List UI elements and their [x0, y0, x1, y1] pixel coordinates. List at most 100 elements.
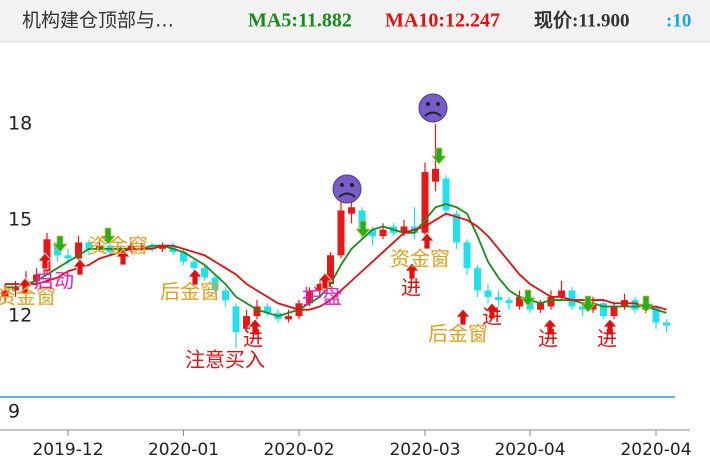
candle-body — [127, 245, 135, 249]
up-arrow — [484, 302, 500, 320]
annotation: 进 — [597, 327, 617, 351]
candle-body — [537, 303, 544, 310]
down-arrow — [431, 147, 447, 165]
candle-body — [600, 303, 607, 317]
ma5-label: MA5:11.882 — [248, 10, 352, 32]
candle-body — [505, 300, 513, 304]
sad-face-eye — [426, 102, 430, 106]
x-tick-label: 2019-12 — [32, 440, 103, 460]
candle-body — [337, 210, 345, 256]
sad-face-eye — [436, 102, 440, 106]
candle-body — [369, 229, 376, 237]
candle-body — [474, 268, 481, 291]
annotation: 资金窗 — [390, 247, 450, 271]
down-arrow — [520, 289, 536, 307]
annotation: 资金窗 — [0, 285, 56, 309]
sad-face-mouth — [424, 111, 442, 117]
y-tick-label: 12 — [8, 305, 32, 327]
sad-face-eye — [350, 183, 354, 187]
up-arrow — [542, 318, 558, 336]
candle-body — [547, 296, 555, 307]
candle-body — [138, 245, 145, 248]
candle-body — [652, 306, 660, 323]
candle-body — [64, 255, 72, 259]
up-arrow — [602, 318, 618, 336]
candle-body — [495, 296, 502, 301]
x-tick-label: 2020-04 — [620, 440, 691, 460]
annotation: 进 — [482, 305, 502, 329]
annotation: 护盘 — [302, 285, 342, 309]
header-bar — [0, 0, 710, 42]
candle-body — [516, 296, 523, 307]
x-tick-label: 2020-01 — [148, 440, 219, 460]
annotation: 注意买入 — [185, 348, 265, 372]
down-arrow — [355, 220, 371, 238]
candle-body — [1, 290, 9, 297]
candle-body — [558, 290, 565, 297]
x-tick-label: 2020-02 — [263, 440, 334, 460]
candle-body — [75, 242, 82, 259]
down-arrow — [638, 295, 654, 313]
up-arrow — [419, 232, 435, 250]
up-arrow — [455, 308, 471, 326]
up-arrow — [37, 252, 53, 270]
candle-body — [463, 242, 471, 269]
annotation: 进 — [243, 327, 263, 351]
candle-body — [190, 261, 198, 269]
candle-body — [159, 245, 166, 249]
y-tick-label: 15 — [8, 209, 32, 231]
candle-body — [201, 268, 208, 278]
candle-body — [663, 322, 670, 326]
candle-body — [421, 172, 429, 233]
candle-body — [400, 226, 408, 233]
candle-body — [327, 255, 334, 285]
up-arrow — [404, 262, 420, 280]
candle-body — [348, 207, 355, 214]
annotation: 进 — [538, 327, 558, 351]
up-arrow — [72, 258, 88, 276]
x-tick-label: 2020-03 — [389, 440, 460, 460]
y-tick-label: 18 — [8, 113, 32, 135]
candle-body — [148, 245, 156, 249]
y-tick-label: 9 — [8, 401, 20, 423]
candle-body — [33, 274, 40, 281]
candle-body — [243, 316, 250, 329]
candle-body — [180, 252, 187, 262]
candle-body — [442, 178, 450, 211]
sad-face-mouth — [338, 192, 356, 198]
candle-body — [568, 290, 576, 307]
sad-face — [332, 174, 362, 204]
up-arrow — [247, 318, 263, 336]
candle-body — [316, 284, 324, 291]
price-label: 现价:11.900 — [534, 9, 630, 31]
candle-body — [285, 316, 292, 320]
up-arrow — [187, 268, 203, 286]
candle-body — [12, 287, 19, 291]
candle-body — [85, 242, 93, 249]
annotation: 资金窗 — [88, 234, 148, 258]
candle-body — [484, 290, 492, 297]
up-arrow — [17, 277, 33, 295]
count-label: :10 — [666, 10, 691, 31]
sad-face-eye — [340, 183, 344, 187]
sad-face — [418, 93, 448, 123]
candle-body — [610, 306, 618, 317]
candle-body — [253, 306, 261, 317]
annotation: 后金窗 — [160, 280, 220, 304]
candle-body — [222, 290, 229, 301]
ma10-label: MA10:12.247 — [385, 10, 500, 32]
candle-body — [379, 229, 387, 237]
candle-body — [579, 306, 586, 310]
candle-body — [453, 213, 460, 243]
candle-body — [306, 290, 313, 304]
down-arrow — [52, 235, 68, 253]
x-tick-label: 2020-04 — [494, 440, 565, 460]
candle-body — [432, 168, 439, 182]
candle-body — [264, 306, 271, 313]
annotation: 进 — [401, 276, 421, 300]
candle-body — [96, 245, 103, 249]
candle-body — [631, 300, 639, 310]
ma-line — [5, 212, 667, 311]
candle-body — [117, 248, 124, 253]
